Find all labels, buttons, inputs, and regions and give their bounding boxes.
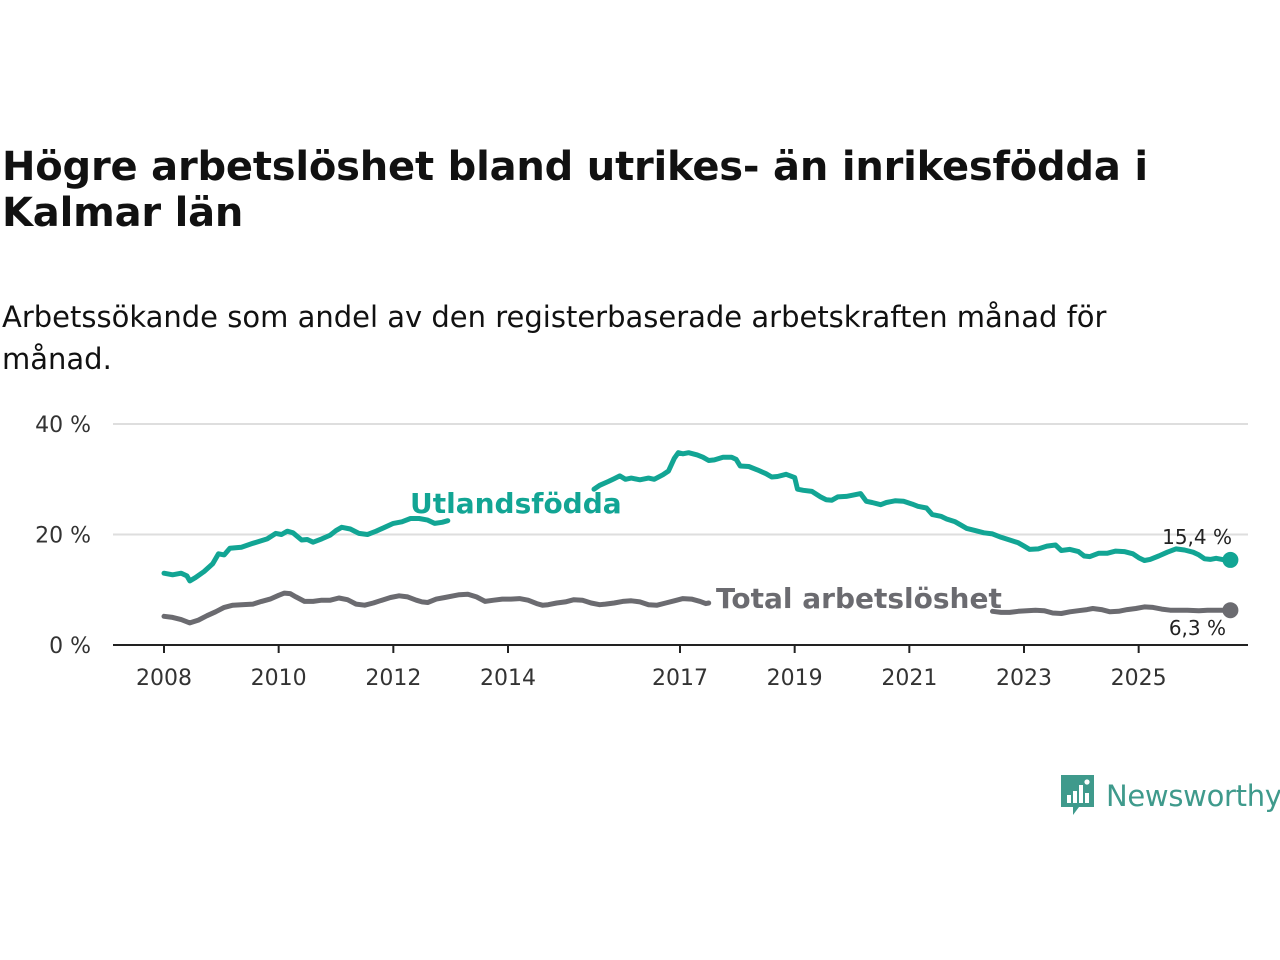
y-tick-label: 0 % xyxy=(49,634,91,659)
series-line-total xyxy=(161,590,712,626)
end-point-total xyxy=(1222,602,1239,619)
end-value-label-utlandsfodda: 15,4 % xyxy=(1162,525,1232,549)
y-tick-label: 40 % xyxy=(35,413,91,438)
end-point-utlandsfodda xyxy=(1222,551,1239,568)
x-tick-label: 2021 xyxy=(881,666,937,691)
x-tick-label: 2008 xyxy=(136,666,192,691)
y-tick-label: 20 % xyxy=(35,524,91,549)
chart-title: Högre arbetslöshet bland utrikes- än inr… xyxy=(2,144,1148,236)
series-line-utlandsfodda xyxy=(591,450,1233,563)
x-tick-label: 2010 xyxy=(251,666,307,691)
series-label-utlandsfodda: Utlandsfödda xyxy=(410,487,622,520)
line-chart: 0 % 20 % 40 % 2008 2010 2012 2014 2017 2019 2021 2… xyxy=(35,413,1248,691)
x-tick-label: 2012 xyxy=(365,666,421,691)
brand-name: Newsworthy xyxy=(1106,779,1280,813)
x-tick-label: 2014 xyxy=(480,666,536,691)
newsworthy-logo-icon xyxy=(1061,775,1094,815)
x-tick-label: 2023 xyxy=(996,666,1052,691)
newsworthy-brand[interactable]: Newsworthy xyxy=(1058,773,1280,819)
series-line-utlandsfodda xyxy=(161,516,451,584)
end-value-label-total: 6,3 % xyxy=(1169,616,1226,640)
x-tick-label: 2025 xyxy=(1111,666,1167,691)
x-tick-label: 2019 xyxy=(767,666,823,691)
x-tick-label: 2017 xyxy=(652,666,708,691)
series-line-total xyxy=(990,604,1233,616)
chart-subtitle: Arbetssökande som andel av den registerb… xyxy=(2,300,1107,376)
series-label-total: Total arbetslöshet xyxy=(716,582,1002,615)
